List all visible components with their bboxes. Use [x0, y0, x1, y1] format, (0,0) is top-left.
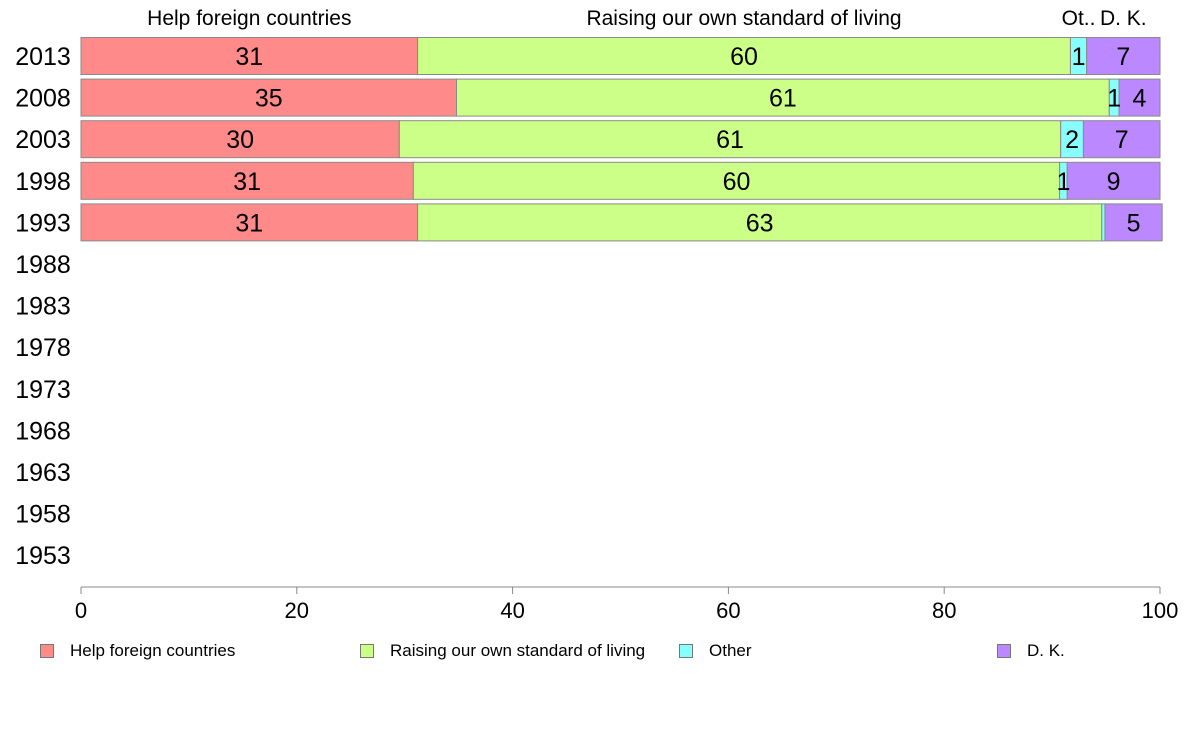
bar-segment: [455, 78, 1110, 117]
bar-segment: [412, 161, 1061, 200]
bar-segment: [1086, 37, 1161, 75]
bar-value-label: 61: [716, 126, 744, 154]
bar-segment: [1104, 203, 1163, 242]
bar-value-label: 1: [1072, 43, 1086, 71]
bar-segment: [1118, 78, 1161, 117]
bar-segment: [1082, 120, 1161, 159]
y-tick-label: 1988: [15, 251, 71, 279]
x-tick-label: 20: [285, 598, 309, 623]
y-tick-label: 1973: [15, 376, 71, 404]
x-tick-label: 60: [716, 598, 740, 623]
bar-value-label: 31: [235, 209, 263, 237]
legend-label: Help foreign countries: [70, 641, 236, 660]
bar-value-label: 1: [1107, 85, 1121, 113]
legend-label: Other: [709, 641, 752, 660]
y-tick-label: 2008: [15, 85, 71, 113]
bar-value-labels: 31 60 1 735 61 1 430 61 2 731 60 1 931 63 5: [226, 43, 1146, 237]
bar-value-label: 31: [233, 168, 261, 196]
x-tick-label: 40: [500, 598, 524, 623]
y-tick-label: 2003: [15, 126, 71, 154]
y-tick-label: 2013: [15, 43, 71, 71]
bar-value-label: 31: [235, 43, 263, 71]
bar-value-label: 9: [1107, 168, 1121, 196]
y-tick-label: 1963: [15, 459, 71, 487]
bar-segment: [80, 161, 414, 200]
y-tick-label: 1953: [15, 542, 71, 570]
y-axis: 2013 2008 2003 1998 1993 1988 1983 1978 1973 1968…: [15, 43, 71, 570]
stacked-bar-chart: Help foreign countries Raising our own st…: [15, 7, 1179, 623]
y-tick-label: 1993: [15, 209, 71, 237]
legend-swatch: [679, 644, 693, 658]
bar-value-label: 35: [255, 85, 283, 113]
column-header: D. K.: [1100, 7, 1147, 30]
legend-label: Raising our own standard of living: [390, 641, 646, 660]
bar-value-label: 60: [730, 43, 758, 71]
bar-value-label: 4: [1133, 85, 1147, 113]
bar-value-label: 5: [1127, 209, 1141, 237]
y-tick-label: 1998: [15, 168, 71, 196]
legend-item: Help foreign countries: [40, 640, 235, 662]
column-headers: Help foreign countries Raising our own st…: [147, 7, 1146, 30]
bar-segment: [80, 120, 400, 159]
legend-item: Raising our own standard of living: [360, 640, 645, 662]
legend: Help foreign countries Raising our own st…: [0, 640, 1188, 664]
y-tick-label: 1958: [15, 501, 71, 529]
column-header: Help foreign countries: [147, 7, 351, 30]
legend-swatch: [360, 644, 374, 658]
legend-label: D. K.: [1027, 641, 1065, 660]
bar-value-label: 2: [1065, 126, 1079, 154]
bar-value-label: 7: [1115, 126, 1129, 154]
column-header: Ot..: [1062, 7, 1096, 30]
bar-value-label: 30: [226, 126, 254, 154]
y-tick-label: 1968: [15, 417, 71, 445]
x-tick-label: 100: [1142, 598, 1179, 623]
y-tick-label: 1983: [15, 293, 71, 321]
bar-segment: [417, 37, 1071, 75]
bar-value-label: 1: [1056, 168, 1070, 196]
x-tick-label: 0: [75, 598, 87, 623]
legend-swatch: [40, 644, 54, 658]
y-tick-label: 1978: [15, 334, 71, 362]
bar-segment: [80, 37, 419, 75]
legend-item: D. K.: [997, 640, 1065, 662]
bar-segment: [80, 78, 457, 117]
column-header: Raising our own standard of living: [586, 7, 901, 30]
x-axis: 0 20 40 60 80 100: [75, 586, 1179, 623]
x-tick-label: 80: [932, 598, 956, 623]
bar-value-label: 61: [769, 85, 797, 113]
bar-value-label: 63: [746, 209, 774, 237]
bar-value-label: 60: [723, 168, 751, 196]
legend-swatch: [997, 644, 1011, 658]
bar-value-label: 7: [1116, 43, 1130, 71]
bar-segment: [1066, 161, 1161, 200]
bars: [80, 37, 1163, 242]
bar-segment: [398, 120, 1062, 159]
legend-item: Other: [679, 640, 752, 662]
bar-segment: [417, 203, 1103, 242]
